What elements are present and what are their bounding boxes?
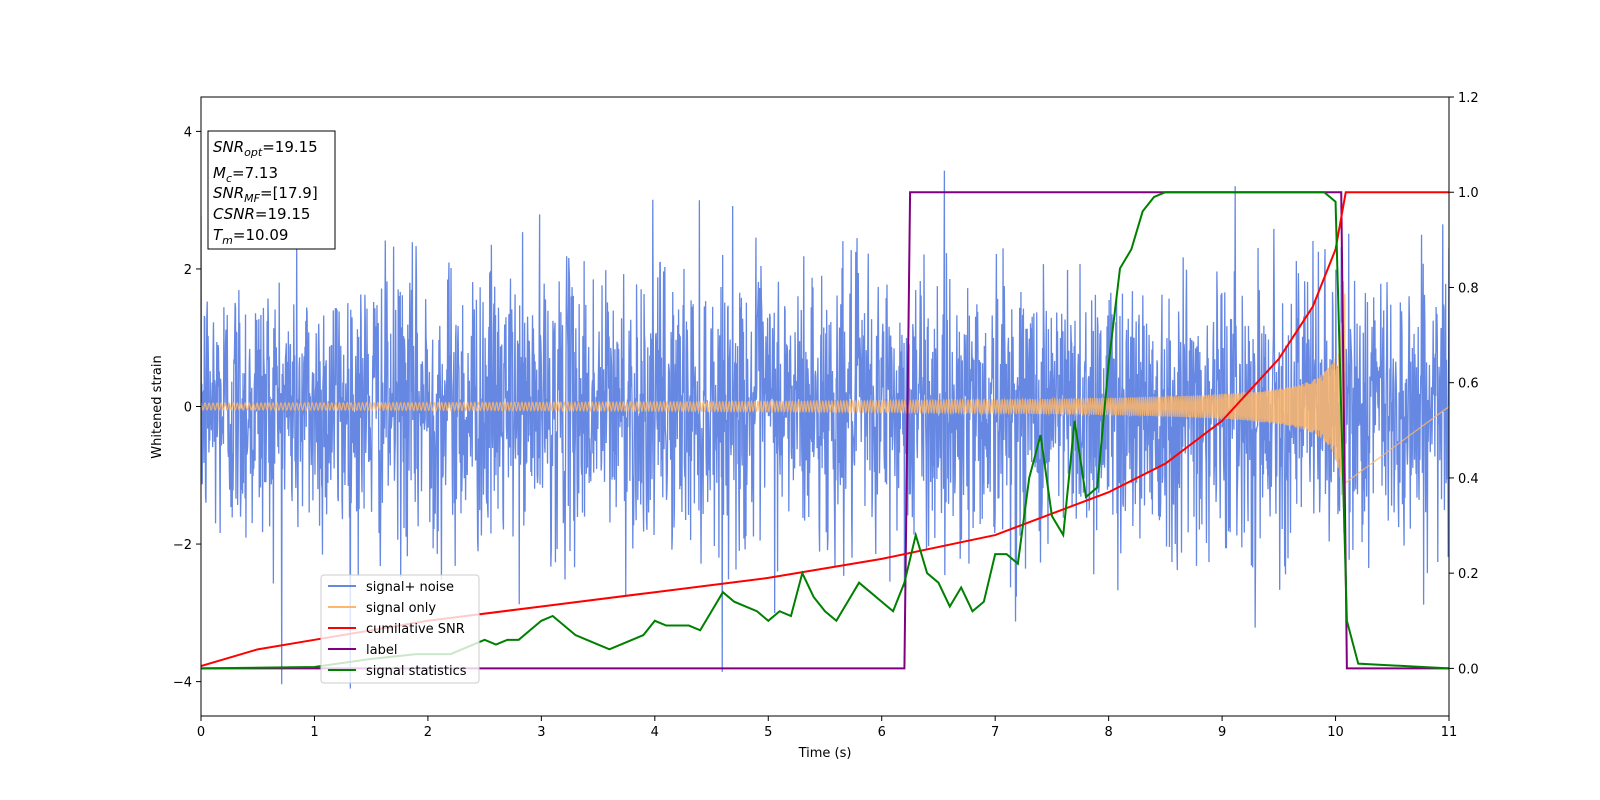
x-tick-label: 11 bbox=[1441, 725, 1458, 740]
info-csnr: CSNR=19.15 bbox=[213, 205, 310, 223]
y-tick-label: 0 bbox=[184, 401, 192, 416]
y-tick-label: 4 bbox=[184, 125, 192, 140]
series-signal-noise-line bbox=[201, 170, 1449, 689]
x-tick-label: 2 bbox=[424, 725, 432, 740]
x-tick-label: 3 bbox=[537, 725, 545, 740]
x-tick-label: 4 bbox=[651, 725, 659, 740]
legend: signal+ noise signal only cumilative SNR… bbox=[320, 574, 480, 684]
y-tick-label: 2 bbox=[184, 263, 192, 278]
legend-label-noise: signal+ noise bbox=[366, 580, 454, 595]
info-mc: Mc=7.13 bbox=[213, 164, 278, 185]
x-tick-label: 10 bbox=[1327, 725, 1344, 740]
y-tick-label: −2 bbox=[173, 538, 192, 553]
x-tick-label: 0 bbox=[197, 725, 205, 740]
y2-tick-label: 0.8 bbox=[1458, 281, 1479, 296]
legend-label-cumsnr: cumilative SNR bbox=[366, 622, 465, 637]
info-snr-mf: SNRMF=[17.9] bbox=[213, 184, 318, 205]
x-tick-label: 5 bbox=[764, 725, 772, 740]
y2-tick-label: 0.4 bbox=[1458, 472, 1479, 487]
legend-label-label: label bbox=[366, 643, 397, 658]
legend-label-stat: signal statistics bbox=[366, 664, 467, 679]
series-signal-statistics-line bbox=[201, 191, 1449, 670]
x-tick-label: 9 bbox=[1218, 725, 1226, 740]
y2-tick-label: 0.2 bbox=[1458, 567, 1479, 582]
x-tick-label: 1 bbox=[310, 725, 318, 740]
series-signal-only-line bbox=[201, 281, 1449, 534]
legend-label-signal: signal only bbox=[366, 601, 436, 616]
x-tick-label: 8 bbox=[1104, 725, 1112, 740]
y2-tick-label: 1.0 bbox=[1458, 186, 1479, 201]
x-tick-label: 7 bbox=[991, 725, 999, 740]
y2-tick-label: 0.6 bbox=[1458, 377, 1479, 392]
info-box: SNRopt=19.15 Mc=7.13 SNRMF=[17.9] CSNR=1… bbox=[207, 130, 336, 250]
x-tick-label: 6 bbox=[878, 725, 886, 740]
x-axis-label: Time (s) bbox=[798, 746, 852, 761]
info-snr-opt: SNRopt=19.15 bbox=[213, 138, 318, 159]
y-tick-label: −4 bbox=[173, 676, 192, 691]
series-label-line bbox=[201, 191, 1449, 670]
y2-tick-label: 1.2 bbox=[1458, 91, 1479, 106]
y-axis-label: Whitened strain bbox=[150, 355, 165, 458]
info-tm: Tm=10.09 bbox=[213, 226, 288, 247]
y2-tick-label: 0.0 bbox=[1458, 662, 1479, 677]
